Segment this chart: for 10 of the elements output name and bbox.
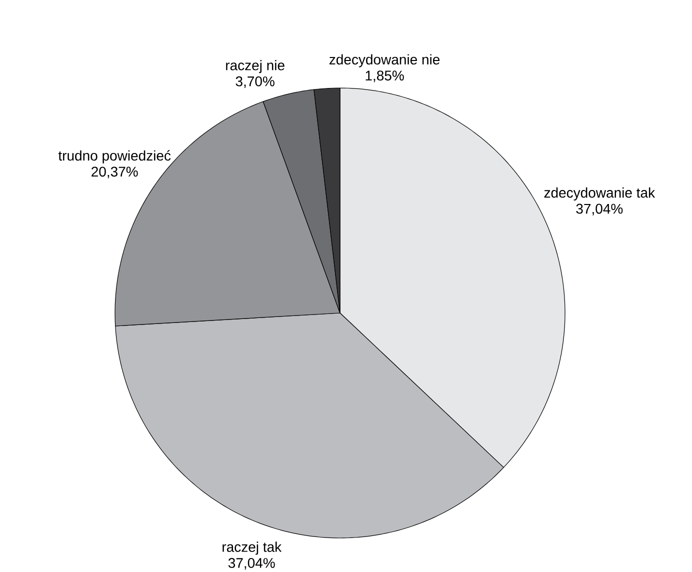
slice-label: raczej nie (226, 60, 284, 74)
data-label: 3,70% (236, 76, 274, 88)
slice-label: raczej tak (222, 542, 282, 555)
slice-label: trudno powiedzieć (58, 150, 171, 164)
data-label: 20,37% (92, 166, 138, 178)
data-label: 37,04% (228, 558, 275, 570)
slice-label: zdecydowanie tak (544, 188, 656, 201)
data-label: 37,04% (576, 204, 623, 216)
slice-label: zdecydowanie nie (329, 54, 440, 68)
data-label: 1,85% (366, 70, 404, 82)
